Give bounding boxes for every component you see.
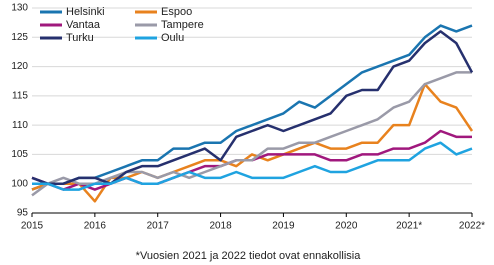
series-line (31, 24, 473, 191)
series-line (32, 141, 473, 191)
y-tick-label: 125 (11, 32, 28, 43)
legend-label: Oulu (161, 32, 184, 44)
x-tick-label: 2021* (396, 221, 422, 232)
y-tick-label: 110 (12, 120, 28, 131)
footnote: *Vuosien 2021 ja 2022 tiedot ovat ennako… (136, 250, 362, 262)
x-tick-label: 2015 (21, 221, 44, 232)
series-line (31, 30, 474, 185)
x-tick-label: 2022* (459, 221, 485, 232)
x-tick-label: 2020 (335, 221, 358, 232)
y-tick-label: 100 (11, 178, 28, 189)
x-tick-label: 2016 (84, 221, 107, 232)
y-tick-label: 95 (17, 208, 29, 219)
x-tick-label: 2019 (272, 221, 295, 232)
legend-label: Vantaa (66, 19, 101, 31)
legend-label: Helsinki (66, 6, 105, 18)
series-line (31, 71, 472, 197)
legend-label: Tampere (161, 19, 204, 31)
x-tick-label: 2017 (147, 221, 170, 232)
y-tick-label: 115 (12, 90, 28, 101)
y-tick-label: 120 (11, 61, 28, 72)
legend-label: Turku (66, 32, 94, 44)
y-tick-label: 130 (11, 3, 28, 14)
legend-label: Espoo (161, 6, 192, 18)
x-tick-label: 2018 (209, 221, 232, 232)
y-tick-label: 105 (11, 149, 28, 160)
